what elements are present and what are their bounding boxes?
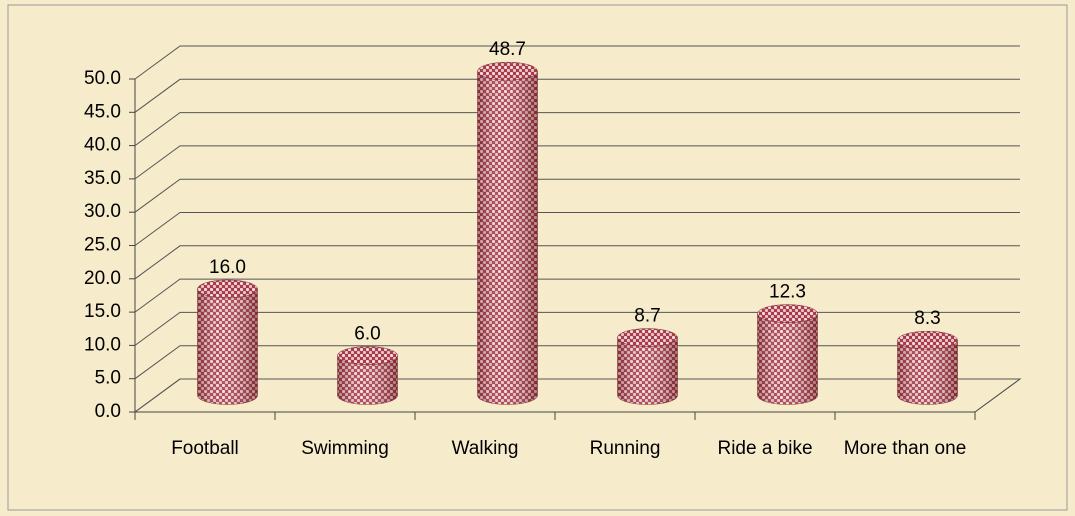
- grid-line: [134, 378, 1020, 413]
- y-tick-label: 5.0: [95, 368, 121, 389]
- grid-line: [134, 112, 1020, 147]
- frame: [7, 4, 1068, 511]
- x-tick-label: More than one: [843, 438, 967, 459]
- x-tick-label: Swimming: [301, 438, 389, 459]
- grid-line: [134, 78, 1020, 113]
- value-label: 6.0: [354, 324, 380, 345]
- y-tick-label: 20.0: [84, 268, 121, 289]
- bar-top: [197, 279, 258, 299]
- x-tick-label: Ride a bike: [717, 438, 813, 459]
- floor: [133, 378, 1022, 413]
- grid-line: [134, 45, 1020, 80]
- value-label: 12.3: [769, 282, 806, 303]
- bar-shade: [897, 340, 958, 405]
- grid-line: [134, 245, 1020, 280]
- grid-line: [134, 311, 1020, 346]
- value-label: 16.0: [209, 257, 246, 278]
- value-label: 48.7: [489, 39, 526, 60]
- y-tick-label: 25.0: [84, 235, 121, 256]
- y-tick-label: 30.0: [84, 201, 121, 222]
- bar-shade: [337, 355, 398, 405]
- x-tick-label: Running: [589, 438, 661, 459]
- y-tick-label: 10.0: [84, 334, 121, 355]
- bar-top: [897, 330, 958, 350]
- y-tick-label: 40.0: [84, 135, 121, 156]
- y-tick-label: 45.0: [84, 101, 121, 122]
- x-tick-label: Walking: [451, 438, 519, 459]
- value-label: 8.3: [914, 308, 940, 329]
- grid-line: [134, 145, 1020, 180]
- value-label: 8.7: [634, 306, 660, 327]
- grid-line: [134, 212, 1020, 246]
- bar-shade: [757, 313, 818, 405]
- x-tick-label: Football: [171, 438, 239, 459]
- bar-top: [337, 346, 398, 365]
- grid-line: [134, 178, 1020, 213]
- y-tick-label: 15.0: [84, 301, 121, 322]
- y-tick-label: 0.0: [95, 401, 121, 422]
- y-tick-label: 50.0: [84, 68, 121, 89]
- grid-line: [134, 278, 1020, 313]
- bar-top: [477, 61, 538, 81]
- bar-shade: [477, 71, 538, 405]
- bar-shade: [197, 288, 258, 405]
- bar-top: [757, 304, 818, 323]
- y-tick-label: 35.0: [84, 168, 121, 189]
- bar-top: [617, 328, 678, 347]
- bar-shade: [617, 337, 678, 405]
- grid-line: [134, 345, 1020, 380]
